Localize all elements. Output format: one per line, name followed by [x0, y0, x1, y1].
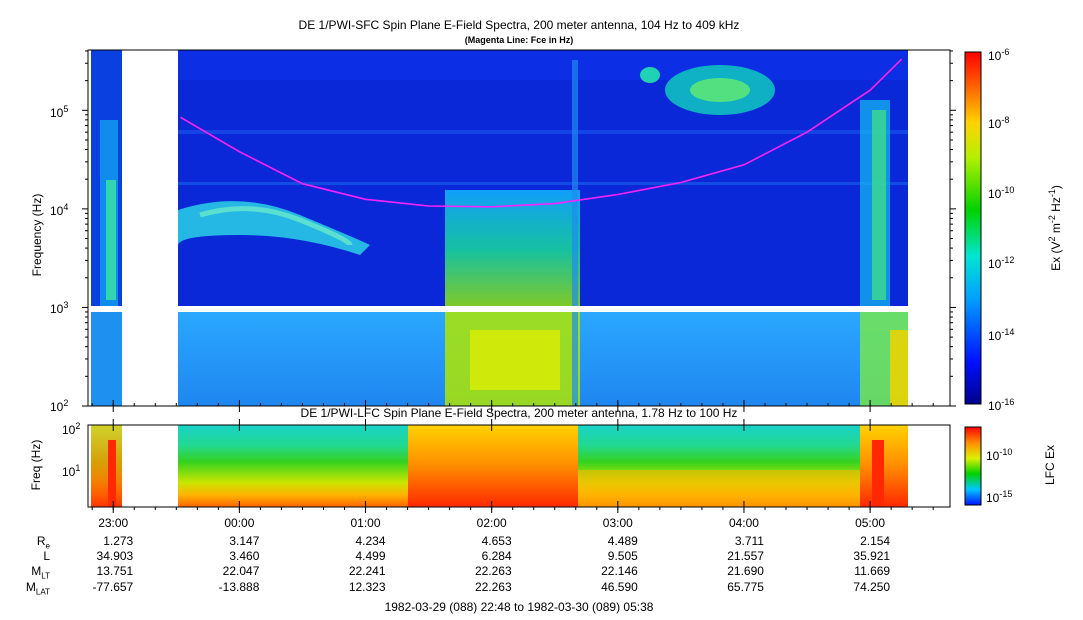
- x-tick-label: 01:00: [350, 516, 381, 530]
- sfc-spectrogram: [88, 50, 950, 406]
- sfc-colorbar-tick-label: 10-16: [988, 397, 1015, 413]
- ephemeris-value: 1.273: [103, 534, 134, 548]
- ephemeris-value: 2.154: [860, 534, 891, 548]
- sfc-colorbar-tick-label: 10-6: [988, 47, 1010, 63]
- ephemeris-value: 4.234: [355, 534, 386, 548]
- ephemeris-value: 3.711: [734, 534, 764, 548]
- ephemeris-value: 34.903: [96, 549, 134, 563]
- ephemeris-value: 65.775: [727, 580, 764, 594]
- data-gap: [908, 425, 950, 507]
- data-gap: [88, 50, 91, 406]
- ephemeris-value: -77.657: [92, 580, 134, 594]
- sfc-colorbar-label: Ex (V2 m-2 Hz-1): [1047, 185, 1063, 271]
- x-tick-label: 23:00: [98, 516, 129, 530]
- ephemeris-value: 6.284: [481, 549, 512, 563]
- ephemeris-value: 22.263: [474, 580, 512, 594]
- x-tick-label: 04:00: [728, 516, 759, 530]
- lfc-chart-title: DE 1/PWI-LFC Spin Plane E-Field Spectra,…: [300, 406, 738, 420]
- ephemeris-value: 21.557: [727, 549, 764, 563]
- sfc-colorbar-tick-label: 10-10: [988, 185, 1015, 201]
- time-range-footer: 1982-03-29 (088) 22:48 to 1982-03-30 (08…: [384, 600, 654, 614]
- ephemeris-value: 11.669: [854, 564, 891, 578]
- ephemeris-value: 46.590: [601, 580, 638, 594]
- sfc-y-tick-label: 105: [50, 104, 69, 120]
- sfc-y-axis-label: Frequency (Hz): [30, 193, 44, 277]
- ephemeris-value: -13.888: [218, 580, 260, 594]
- ephemeris-label-mlt: MLT: [31, 564, 50, 581]
- x-tick-label: 03:00: [602, 516, 633, 530]
- ephemeris-value: 12.323: [348, 580, 386, 594]
- ephemeris-value: 9.505: [607, 549, 638, 563]
- data-gap: [908, 50, 950, 406]
- lfc-y-tick-label: 102: [62, 421, 81, 437]
- sfc-colorbar-tick-label: 10-8: [988, 115, 1010, 131]
- lfc-colorbar-tick-label: 10-15: [986, 489, 1013, 505]
- ephemeris-value: 3.147: [229, 534, 260, 548]
- lfc-spectrogram: [88, 425, 950, 507]
- ephemeris-value: 13.751: [96, 564, 134, 578]
- ephemeris-label-mlat: MLAT: [25, 580, 50, 597]
- sfc-colorbar: [964, 51, 982, 405]
- ephemeris-value: 74.250: [853, 580, 891, 594]
- lfc-colorbar-tick-label: 10-10: [986, 447, 1013, 463]
- lfc-y-axis-label: Freq (Hz): [29, 439, 43, 491]
- sfc-y-tick-label: 103: [50, 300, 69, 316]
- lfc-colorbar: [964, 426, 982, 506]
- ephemeris-value: 4.489: [607, 534, 638, 548]
- sfc-colorbar-tick-label: 10-12: [988, 255, 1015, 271]
- x-tick-label: 02:00: [476, 516, 507, 530]
- x-tick-label: 00:00: [224, 516, 255, 530]
- sfc-colorbar-tick-label: 10-14: [988, 327, 1015, 343]
- ephemeris-value: 4.499: [355, 549, 386, 563]
- ephemeris-value: 21.690: [727, 564, 764, 578]
- lfc-colorbar-label: LFC Ex: [1043, 445, 1057, 486]
- ephemeris-value: 4.653: [481, 534, 512, 548]
- ephemeris-label-re: Re: [36, 534, 50, 551]
- ephemeris-label-l: L: [43, 549, 50, 563]
- data-gap: [122, 50, 178, 406]
- sfc-chart-subtitle: (Magenta Line: Fce in Hz): [464, 35, 574, 45]
- ephemeris-value: 22.241: [348, 564, 386, 578]
- fce-line: [180, 58, 903, 208]
- data-gap: [122, 425, 178, 507]
- lfc-y-tick-label: 101: [62, 463, 81, 479]
- ephemeris-value: 22.263: [474, 564, 512, 578]
- sfc-chart-title: DE 1/PWI-SFC Spin Plane E-Field Spectra,…: [298, 18, 740, 32]
- ephemeris-value: 22.146: [601, 564, 638, 578]
- x-tick-label: 05:00: [855, 516, 886, 530]
- sfc-y-tick-label: 102: [50, 398, 69, 414]
- sfc-y-tick-label: 104: [50, 202, 69, 218]
- ephemeris-value: 35.921: [853, 549, 891, 563]
- ephemeris-value: 3.460: [229, 549, 260, 563]
- ephemeris-value: 22.047: [222, 564, 260, 578]
